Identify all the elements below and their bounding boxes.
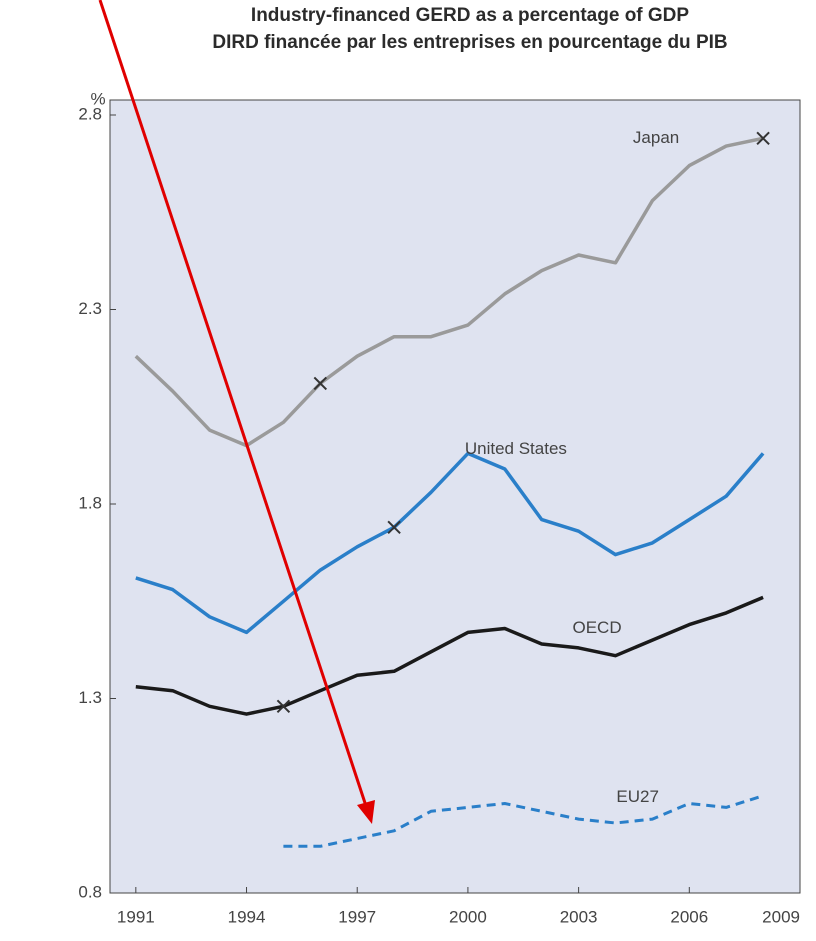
y-tick-label: 1.8 bbox=[78, 493, 102, 512]
break-marker bbox=[313, 376, 328, 391]
x-tick-label: 2009 bbox=[762, 907, 800, 926]
break-marker bbox=[276, 699, 291, 713]
break-marker bbox=[387, 520, 401, 535]
y-tick-label: 0.8 bbox=[78, 882, 102, 901]
series-line bbox=[283, 794, 764, 848]
x-tick-label: 2003 bbox=[560, 907, 598, 926]
series-line bbox=[135, 451, 765, 635]
arrow-shaft bbox=[98, 0, 368, 807]
chart-subtitle: DIRD financée par les entreprises en pou… bbox=[212, 32, 727, 53]
y-tick-label: 2.3 bbox=[78, 299, 102, 318]
x-tick-label: 2006 bbox=[670, 907, 708, 926]
series-label: Japan bbox=[633, 128, 679, 147]
plot-area bbox=[109, 99, 801, 894]
x-tick-label: 1991 bbox=[117, 907, 155, 926]
series-line bbox=[134, 136, 764, 448]
y-tick-label: 2.8 bbox=[78, 104, 102, 123]
x-tick-label: 2000 bbox=[449, 907, 487, 926]
arrow-head bbox=[357, 800, 375, 824]
x-tick-label: 1997 bbox=[338, 907, 376, 926]
series-label: OECD bbox=[572, 618, 621, 637]
chart-title: Industry-financed GERD as a percentage o… bbox=[251, 5, 689, 26]
series-label: EU27 bbox=[616, 787, 659, 806]
break-marker bbox=[756, 131, 770, 146]
y-axis-label: % bbox=[90, 89, 105, 108]
series-label: United States bbox=[465, 439, 567, 458]
series-line bbox=[135, 595, 764, 716]
y-tick-label: 1.3 bbox=[78, 688, 102, 707]
x-tick-label: 1994 bbox=[228, 907, 266, 926]
